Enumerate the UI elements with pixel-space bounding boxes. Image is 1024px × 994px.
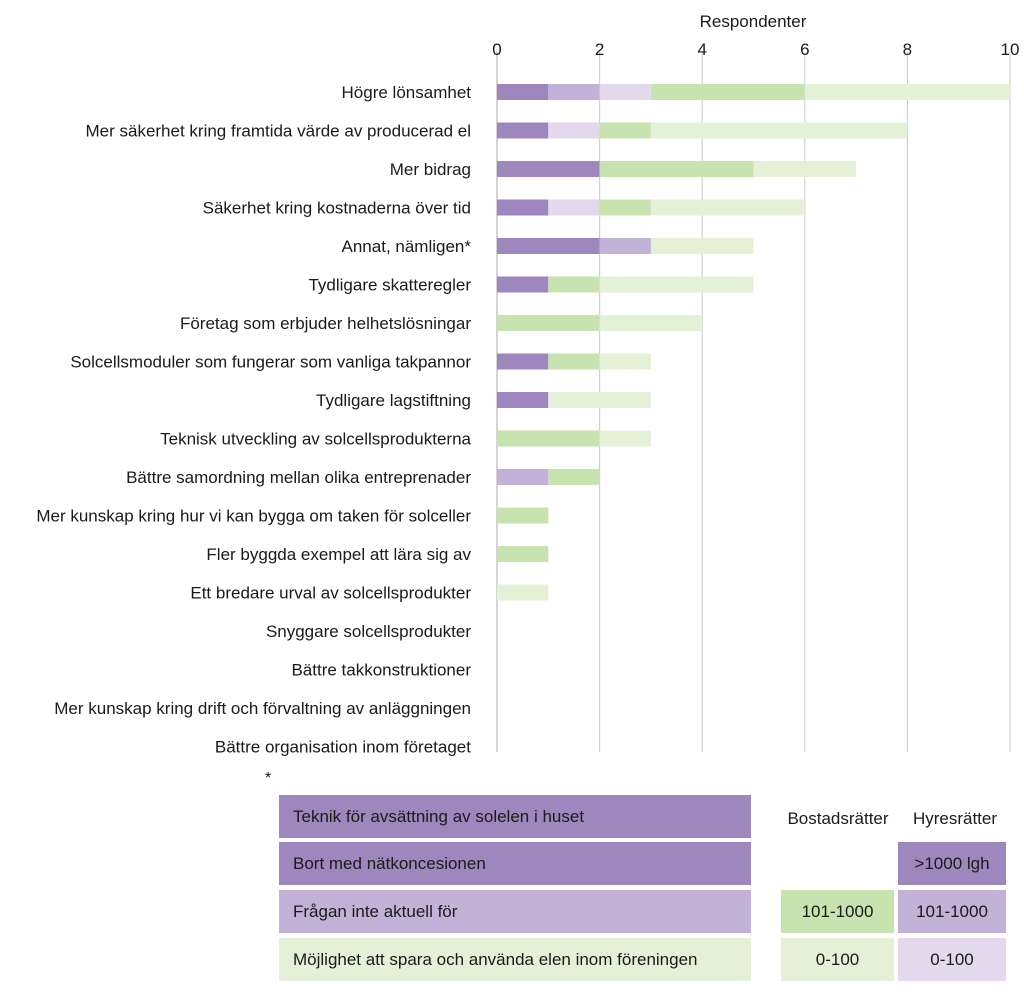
bar-segment — [599, 161, 754, 177]
bar-segment — [497, 507, 549, 524]
bar-segment — [599, 199, 651, 216]
category-label: Tydligare lagstiftning — [316, 391, 471, 410]
x-tick-label: 2 — [595, 40, 604, 59]
category-label: Högre lönsamhet — [342, 83, 472, 102]
bar-segment — [497, 315, 600, 331]
category-label: Tydligare skatteregler — [308, 276, 471, 295]
legend-hyres-mid: 101-1000 — [898, 890, 1006, 933]
bar-segment — [548, 469, 600, 485]
category-label: Mer kunskap kring drift och förvaltning … — [54, 699, 471, 718]
legend-bostads-mid: 101-1000 — [781, 890, 894, 933]
category-label: Företag som erbjuder helhetslösningar — [180, 314, 471, 333]
x-axis-title: Respondenter — [700, 12, 807, 31]
bar-segment — [497, 276, 549, 293]
bar-segment — [599, 315, 703, 331]
x-tick-label: 0 — [492, 40, 501, 59]
bar-segment — [497, 469, 549, 485]
bar-segment — [548, 122, 600, 139]
x-tick-label: 4 — [697, 40, 706, 59]
bar-segment — [650, 199, 805, 216]
category-label: Mer säkerhet kring framtida värde av pro… — [85, 122, 471, 141]
bar-segment — [599, 353, 651, 370]
footnote-item-2: Bort med nätkoncesionen — [279, 842, 751, 885]
category-label: Annat, nämligen* — [342, 237, 472, 256]
x-tick-label: 6 — [800, 40, 809, 59]
bar-segment — [497, 584, 549, 601]
bar-segment — [599, 276, 754, 293]
category-label: Solcellsmoduler som fungerar som vanliga… — [70, 353, 471, 372]
bar-segment — [497, 430, 600, 447]
category-labels: Högre lönsamhet Mer säkerhet kring framti… — [36, 83, 471, 757]
bar-segment — [599, 238, 651, 254]
category-label: Mer kunskap kring hur vi kan bygga om ta… — [36, 507, 471, 526]
bar-segment — [497, 122, 549, 139]
bar-segment — [497, 353, 549, 370]
legend-bostads-small: 0-100 — [781, 938, 894, 981]
bar-segment — [548, 276, 600, 293]
category-label: Bättre takkonstruktioner — [291, 661, 471, 680]
x-tick-label: 8 — [903, 40, 912, 59]
bar-segment — [548, 84, 600, 100]
footnote-item-3: Frågan inte aktuell för — [279, 890, 751, 933]
legend-header-hyresratter: Hyresrätter — [912, 809, 998, 828]
category-label: Mer bidrag — [390, 160, 471, 179]
bar-segment — [599, 122, 651, 139]
bar-segment — [497, 84, 549, 100]
legend-header-bostadsratter: Bostadsrätter — [787, 809, 889, 828]
category-label: Bättre organisation inom företaget — [215, 738, 471, 757]
category-label: Säkerhet kring kostnaderna över tid — [203, 199, 471, 218]
footnote-item-4: Möjlighet att spara och använda elen ino… — [279, 938, 751, 981]
bar-segment — [548, 392, 651, 408]
bar-segment — [497, 546, 549, 562]
legend-hyres-large: >1000 lgh — [898, 842, 1006, 885]
bar-chart: Respondenter 0 2 4 6 8 10 Högre lönsamhet Mer … — [36, 12, 1019, 757]
category-label: Ett bredare urval av solcellsprodukter — [190, 584, 471, 603]
category-label: Snyggare solcellsprodukter — [266, 622, 471, 641]
category-label: Fler byggda exempel att lära sig av — [206, 545, 471, 564]
bar-segment — [650, 84, 805, 100]
bar-segment — [497, 392, 549, 408]
footnote-item-1: Teknik för avsättning av solelen i huset — [279, 795, 751, 838]
bars — [497, 84, 1010, 601]
legend-hyres-small: 0-100 — [898, 938, 1006, 981]
bar-segment — [599, 430, 651, 447]
bar-segment — [497, 161, 600, 177]
bar-segment — [753, 161, 857, 177]
bar-segment — [497, 238, 600, 254]
bar-segment — [804, 84, 1010, 100]
category-label: Teknisk utveckling av solcellsproduktern… — [160, 430, 471, 449]
bar-segment — [548, 353, 600, 370]
x-tick-label: 10 — [1001, 40, 1020, 59]
footnote-star: * — [265, 770, 272, 787]
category-label: Bättre samordning mellan olika entrepren… — [126, 468, 471, 487]
x-tick-labels: 0 2 4 6 8 10 — [492, 40, 1019, 59]
bar-segment — [497, 199, 549, 216]
bar-segment — [599, 84, 651, 100]
bar-segment — [650, 122, 908, 139]
bar-segment — [650, 238, 754, 254]
bar-segment — [548, 199, 600, 216]
